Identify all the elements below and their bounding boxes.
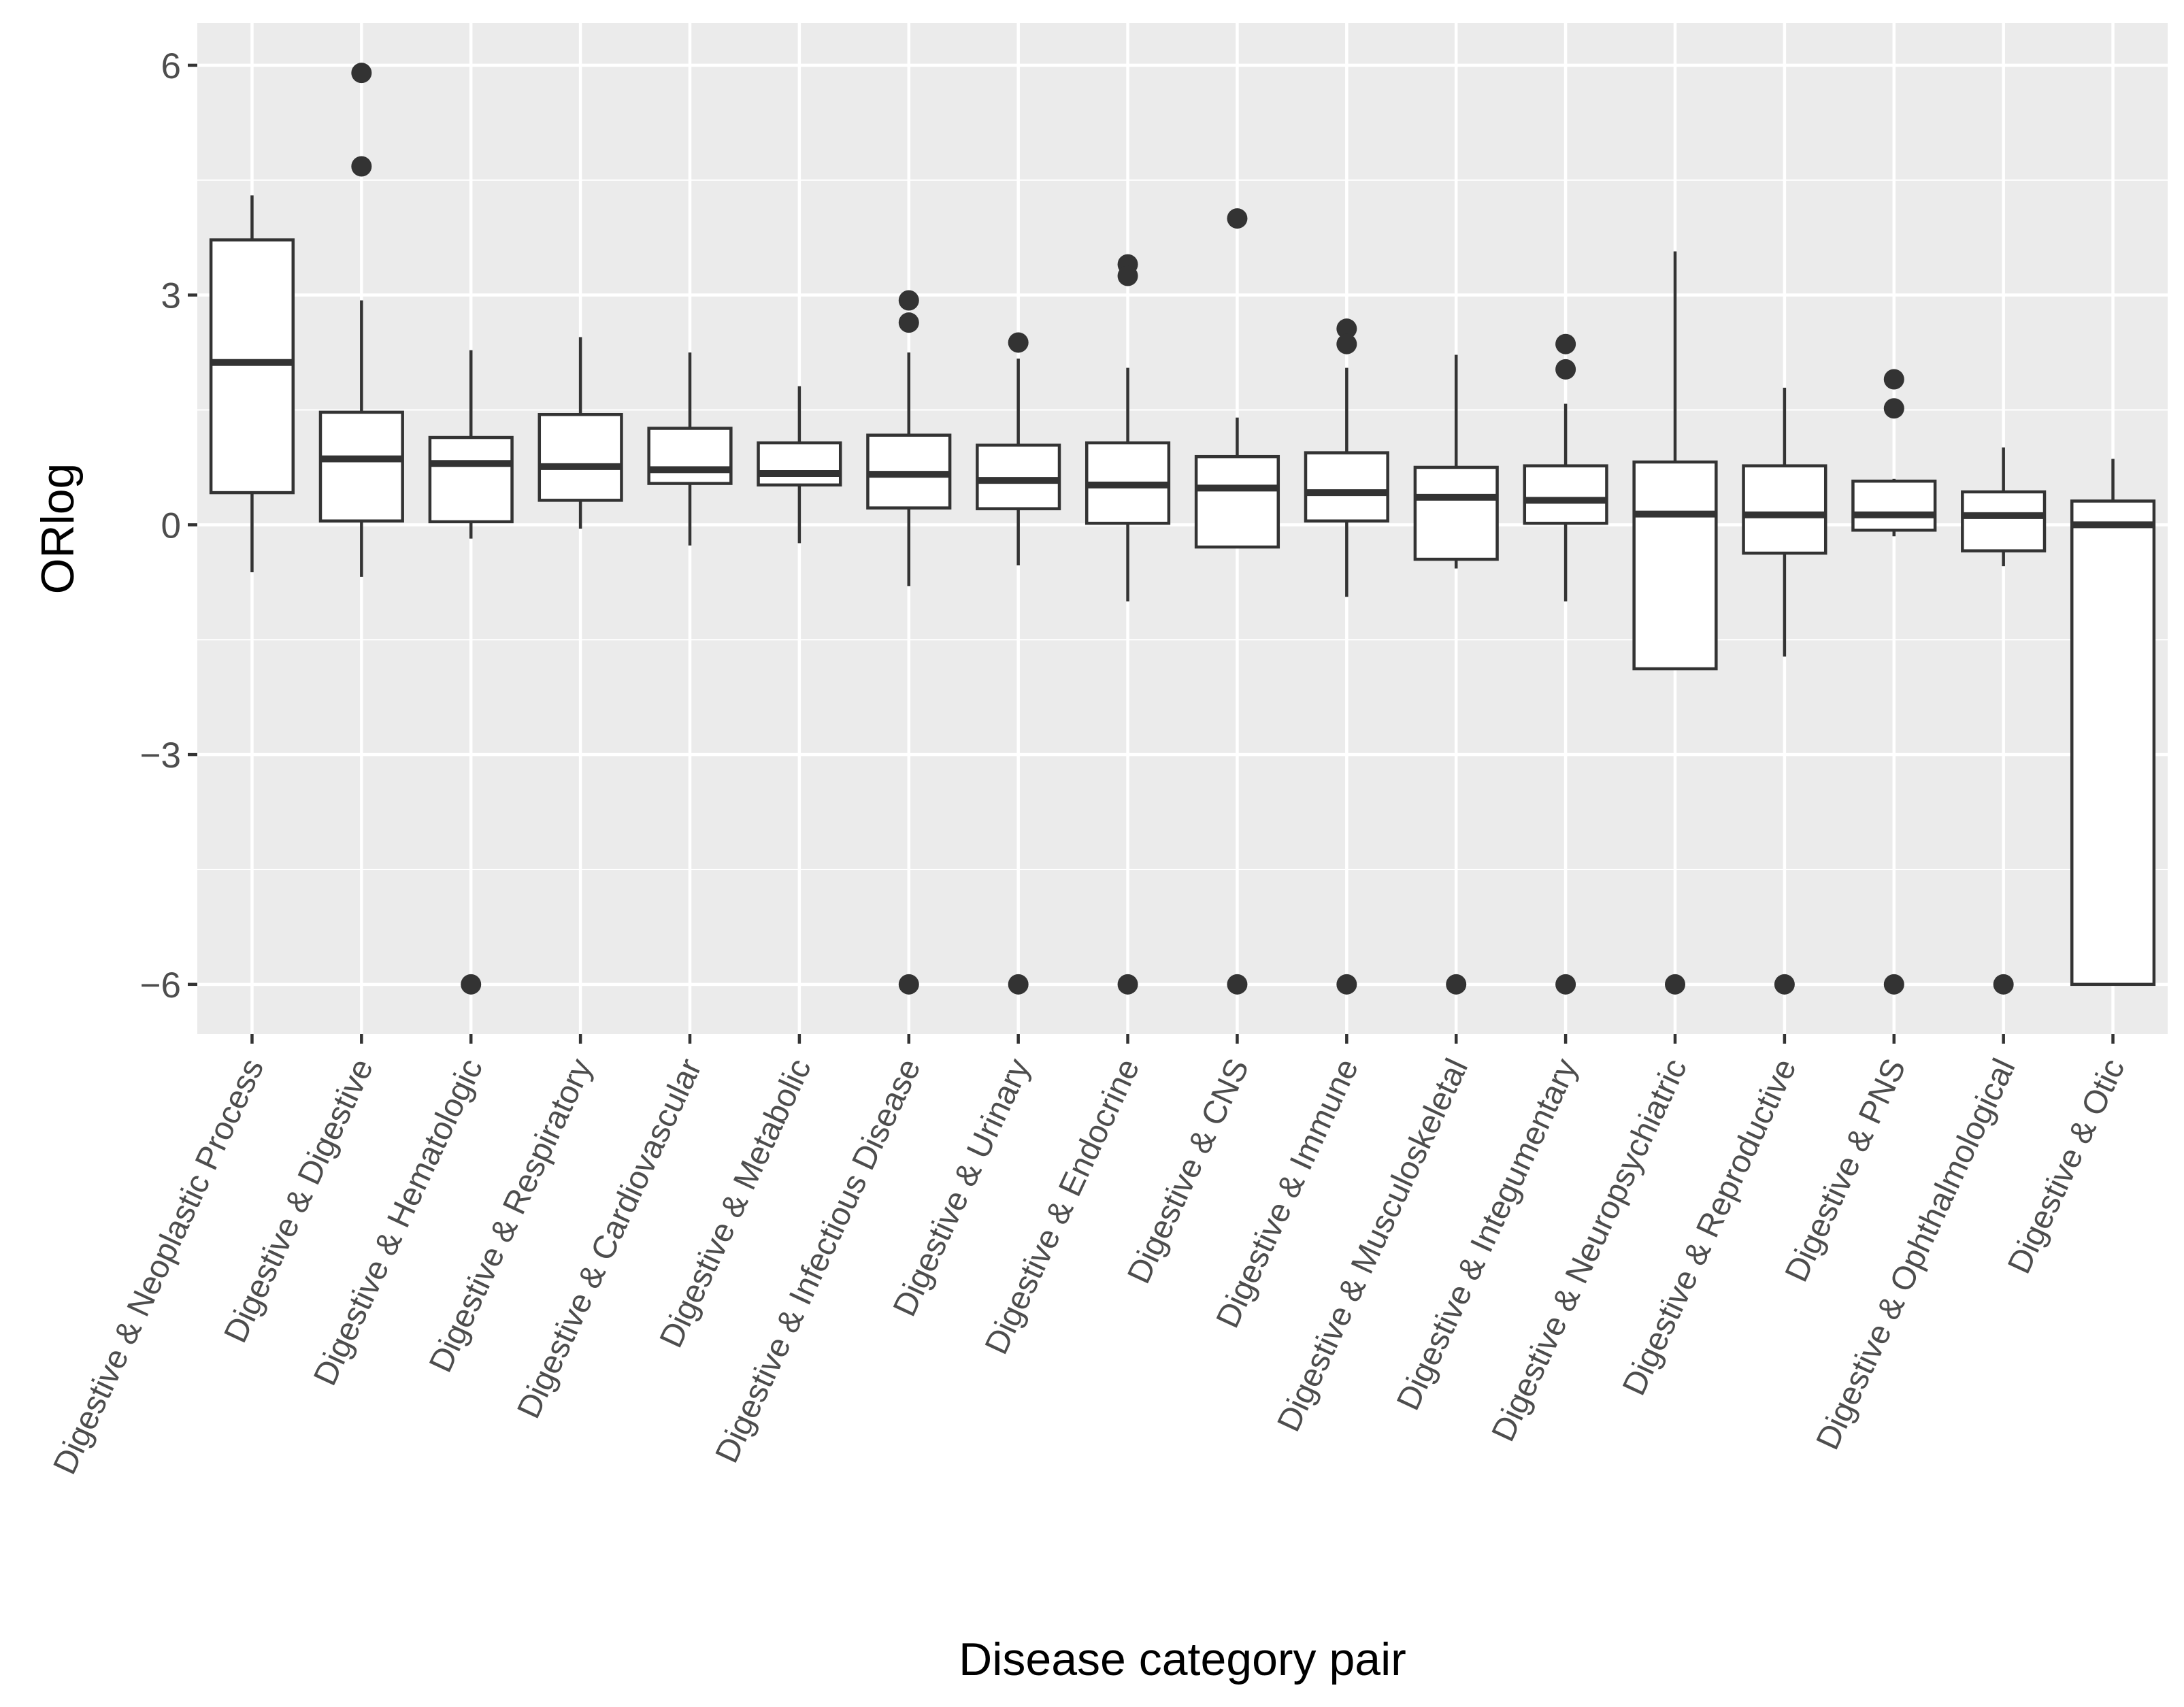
- outlier-point: [1555, 359, 1576, 380]
- box-13: [1523, 333, 1608, 995]
- iqr-box: [537, 413, 623, 502]
- outlier-point: [1883, 369, 1904, 390]
- box-17: [1961, 447, 2047, 995]
- outlier-point: [898, 312, 919, 333]
- outlier-point: [1227, 208, 1248, 229]
- box-9: [1085, 254, 1171, 995]
- x-axis-title: Disease category pair: [959, 1634, 1406, 1685]
- iqr-box: [1742, 464, 1827, 555]
- outlier-point: [1227, 974, 1248, 995]
- y-tick-label: −6: [140, 965, 181, 1006]
- outlier-point: [1993, 974, 2014, 995]
- box-5: [647, 352, 733, 546]
- outlier-point: [351, 63, 372, 84]
- box-7: [866, 290, 952, 995]
- y-tick-label: 0: [161, 506, 181, 546]
- box-14: [1632, 251, 1718, 995]
- iqr-box: [757, 441, 842, 487]
- outlier-point: [1117, 265, 1138, 286]
- box-2: [318, 63, 404, 577]
- outlier-point: [1336, 974, 1357, 995]
- outlier-point: [1665, 974, 1685, 995]
- outlier-point: [1336, 333, 1357, 354]
- iqr-box: [1961, 490, 2047, 552]
- outlier-point: [351, 156, 372, 177]
- box-18: [2070, 459, 2156, 987]
- iqr-box: [1413, 465, 1499, 561]
- box-8: [976, 332, 1061, 995]
- outlier-point: [1555, 974, 1576, 995]
- y-tick-label: 3: [161, 276, 181, 316]
- iqr-box: [1304, 451, 1389, 523]
- box-6: [757, 386, 842, 544]
- outlier-point: [1117, 974, 1138, 995]
- iqr-box: [209, 238, 295, 495]
- outlier-point: [461, 974, 482, 995]
- outlier-point: [1008, 974, 1029, 995]
- plot-panel: [197, 23, 2168, 1034]
- box-11: [1304, 318, 1389, 995]
- iqr-box: [428, 435, 514, 524]
- box-3: [428, 350, 514, 995]
- iqr-box: [318, 410, 404, 523]
- iqr-box: [1632, 460, 1718, 671]
- outlier-point: [1883, 398, 1904, 419]
- iqr-box: [2070, 499, 2156, 987]
- outlier-point: [1555, 333, 1576, 354]
- box-12: [1413, 354, 1499, 995]
- boxes: [209, 63, 2156, 995]
- iqr-box: [1523, 464, 1608, 525]
- outlier-point: [898, 974, 919, 995]
- outlier-point: [1774, 974, 1795, 995]
- box-10: [1194, 208, 1280, 995]
- outlier-point: [1446, 974, 1467, 995]
- iqr-box: [976, 444, 1061, 510]
- box-1: [209, 195, 295, 573]
- outlier-point: [898, 290, 919, 311]
- box-4: [537, 337, 623, 529]
- iqr-box: [1194, 454, 1280, 549]
- outlier-point: [1883, 974, 1904, 995]
- outlier-point: [1008, 332, 1029, 353]
- box-16: [1851, 369, 1937, 995]
- iqr-box: [1851, 479, 1937, 532]
- box-15: [1742, 387, 1827, 995]
- iqr-box: [647, 427, 733, 485]
- outlier-point: [1336, 318, 1357, 339]
- y-tick-label: −3: [140, 735, 181, 776]
- y-axis-title: ORlog: [32, 463, 84, 595]
- y-tick-label: 6: [161, 46, 181, 86]
